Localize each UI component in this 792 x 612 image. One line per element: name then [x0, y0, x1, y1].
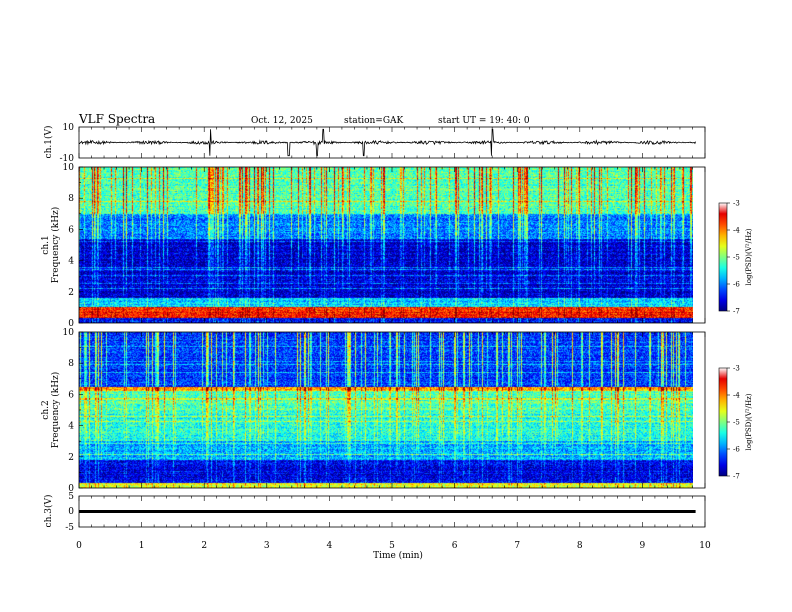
- freq-tick-label: 0: [68, 319, 74, 329]
- time-tick-label: 6: [452, 541, 458, 551]
- freq-tick-label: 4: [68, 257, 74, 267]
- ch1-colorbar-gradient: [719, 203, 727, 311]
- ch3-ytick-bottom: -5: [65, 523, 74, 533]
- time-tick-label: 9: [640, 541, 646, 551]
- colorbar-tick-label: -7: [733, 473, 740, 481]
- ch3-waveform-ylabel: ch.3(V): [43, 495, 54, 528]
- colorbar-tick-label: -6: [733, 446, 740, 454]
- time-tick-label: 0: [76, 541, 82, 551]
- ch2-colorbar-gradient: [719, 368, 727, 476]
- time-tick-label: 10: [699, 541, 711, 551]
- ch1-spectrogram-panel: 0 2 4 6 8 10 ch.1 Frequency (kHz): [41, 163, 706, 329]
- freq-tick-label: 4: [68, 422, 74, 432]
- ch1-waveform-trace: [78, 128, 696, 157]
- ch1-waveform-ylabel: ch.1(V): [43, 126, 54, 159]
- freq-tick-label: 0: [68, 484, 74, 494]
- station-label: station=GAK: [344, 116, 404, 126]
- ch1-spectrogram-image: [79, 167, 693, 323]
- ch2-spectrogram-panel: 0 2 4 6 8 10 ch.2 Frequency (kHz): [41, 328, 706, 494]
- ch3-ytick-mid: 0: [68, 507, 74, 517]
- colorbar-tick-label: -4: [733, 392, 740, 400]
- ch1-colorbar: -3 -4 -5 -6 -7 log(PSD)(V²/Hz): [718, 200, 753, 316]
- colorbar-tick-label: -3: [733, 365, 740, 373]
- time-tick-label: 4: [327, 541, 333, 551]
- time-tick-label: 3: [264, 541, 270, 551]
- freq-tick-label: 2: [68, 288, 74, 298]
- ch2-spectrogram-ylabel-line1: ch.2: [41, 400, 51, 419]
- freq-tick-label: 10: [63, 328, 75, 338]
- freq-tick-label: 6: [68, 390, 74, 400]
- ch3-waveform-panel: 5 0 -5 ch.3(V): [43, 492, 706, 533]
- freq-tick-label: 8: [68, 359, 74, 369]
- ch1-colorbar-label: log(PSD)(V²/Hz): [745, 228, 753, 285]
- time-tick-label: 2: [201, 541, 207, 551]
- colorbar-tick-label: -4: [733, 227, 740, 235]
- colorbar-tick-label: -3: [733, 200, 740, 208]
- ch3-ytick-top: 5: [68, 492, 74, 502]
- ch1-waveform-panel: 10 -10 ch.1(V): [43, 123, 706, 164]
- ch2-colorbar-label: log(PSD)(V²/Hz): [745, 393, 753, 450]
- time-tick-label: 8: [577, 541, 583, 551]
- colorbar-tick-label: -5: [733, 254, 740, 262]
- time-axis-tick-labels: 0 1 2 3 4 5 6 7 8 9 10: [76, 541, 711, 551]
- freq-tick-label: 2: [68, 453, 74, 463]
- date-label: Oct. 12, 2025: [251, 116, 313, 126]
- freq-tick-label: 10: [63, 163, 75, 173]
- colorbar-tick-label: -6: [733, 281, 740, 289]
- start-time-label: start UT = 19: 40: 0: [438, 116, 530, 126]
- ch2-spectrogram-image: [79, 332, 693, 488]
- time-tick-label: 1: [139, 541, 145, 551]
- time-tick-label: 7: [514, 541, 520, 551]
- ch1-spectrogram-ylabel-line1: ch.1: [41, 235, 51, 254]
- time-axis-ticks: [78, 127, 706, 527]
- ch3-waveform-trace: [79, 510, 696, 513]
- ch1-ytick-bottom: -10: [60, 154, 75, 164]
- time-tick-label: 5: [389, 541, 395, 551]
- colorbar-tick-label: -7: [733, 308, 740, 316]
- ch2-colorbar: -3 -4 -5 -6 -7 log(PSD)(V²/Hz): [718, 365, 753, 481]
- figure-title: VLF Spectra: [78, 112, 155, 126]
- ch2-spectrogram-ylabel-line2: Frequency (kHz): [50, 372, 61, 449]
- freq-tick-label: 6: [68, 225, 74, 235]
- colorbar-tick-label: -5: [733, 419, 740, 427]
- time-axis-label: Time (min): [373, 550, 423, 561]
- ch1-ytick-top: 10: [63, 123, 75, 133]
- freq-tick-label: 8: [68, 194, 74, 204]
- ch1-spectrogram-ylabel-line2: Frequency (kHz): [50, 207, 61, 284]
